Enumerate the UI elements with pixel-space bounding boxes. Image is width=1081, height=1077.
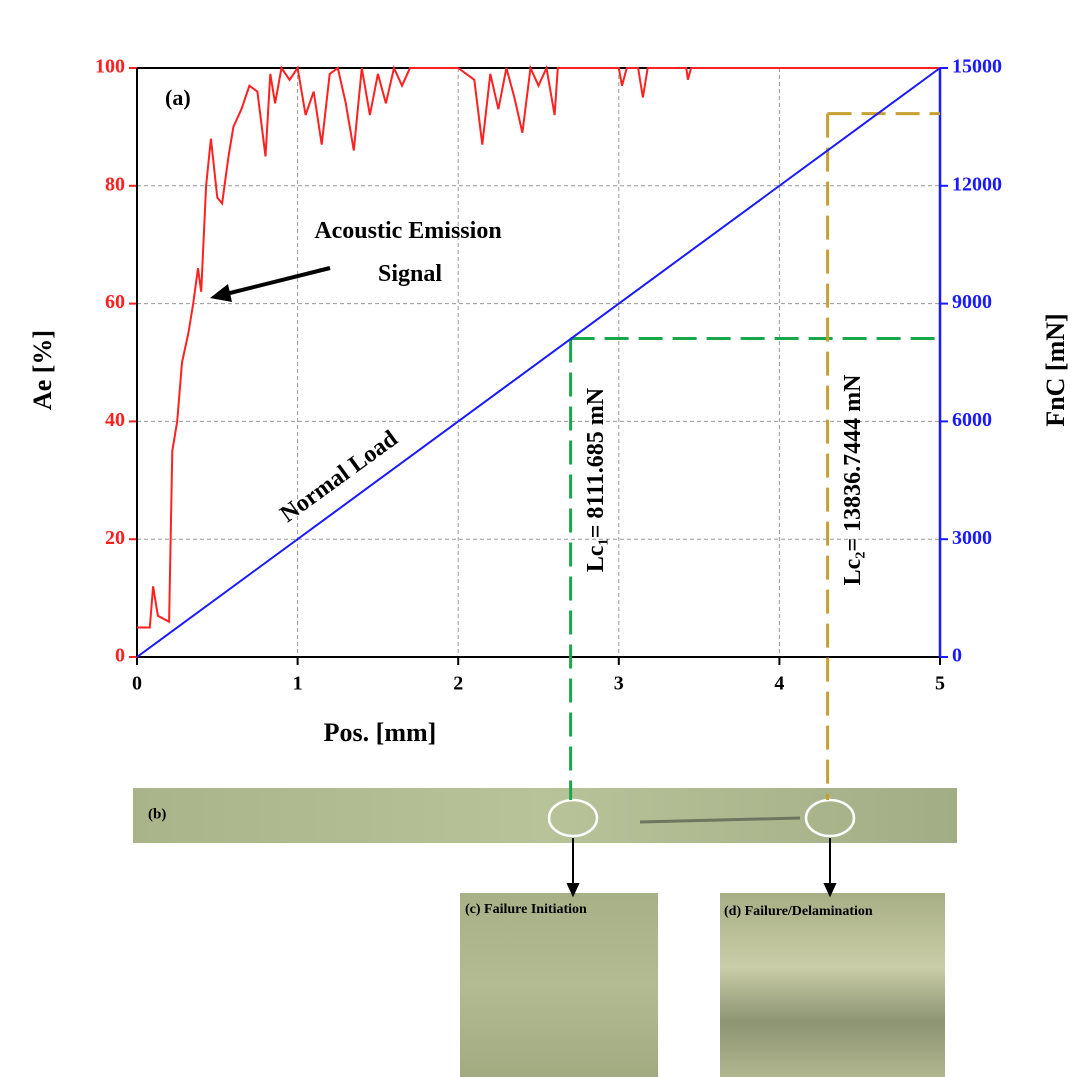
x-axis-title: Pos. [mm] — [324, 718, 437, 747]
y-tick-label: 60 — [105, 291, 125, 313]
x-tick-label: 5 — [935, 673, 945, 695]
critical-load-label: Lc₁= 8111.685 mN — [583, 387, 609, 572]
scratch-track — [639, 816, 801, 824]
y2-tick-label: 6000 — [952, 409, 992, 431]
series-label-line: Signal — [378, 261, 442, 287]
series-label: Acoustic Emission Signal — [314, 218, 501, 287]
series-line — [136, 67, 941, 658]
y-tick-label: 0 — [115, 645, 125, 667]
x-tick-label: 4 — [774, 673, 784, 695]
y-axis-title: Ae [%] — [28, 330, 57, 410]
annotation-arrow — [225, 266, 331, 296]
y-tick-label: 80 — [105, 173, 125, 195]
annotation-arrowhead — [210, 284, 232, 302]
image-label: (d) Failure/Delamination — [724, 904, 873, 919]
image-label: (b) — [148, 806, 166, 822]
y2-tick-label: 15000 — [952, 56, 1002, 78]
y2-tick-label: 9000 — [952, 291, 992, 313]
image-arrows — [566, 838, 837, 898]
y-tick-label: 100 — [95, 56, 125, 78]
x-tick-label: 0 — [132, 673, 142, 695]
y2-tick-label: 0 — [952, 645, 962, 667]
series-label-line: Acoustic Emission — [314, 218, 501, 244]
image-label: (c) Failure Initiation — [465, 902, 587, 917]
x-tick-label: 2 — [453, 673, 463, 695]
delamination-image — [720, 893, 945, 1077]
y-tick-label: 40 — [105, 409, 125, 431]
y2-tick-label: 3000 — [952, 527, 992, 549]
series-line — [137, 64, 940, 629]
highlight-circle — [547, 798, 599, 838]
initiation-image — [460, 893, 658, 1077]
x-tick-label: 3 — [614, 673, 624, 695]
x-tick-label: 1 — [293, 673, 303, 695]
highlight-circle — [804, 798, 856, 838]
y-tick-label: 20 — [105, 527, 125, 549]
panel-label: (a) — [165, 85, 191, 110]
critical-load-label: Lc₂= 13836.7444 mN — [840, 374, 866, 586]
y2-axis-title: FnC [mN] — [1041, 313, 1070, 426]
y2-tick-label: 12000 — [952, 173, 1002, 195]
